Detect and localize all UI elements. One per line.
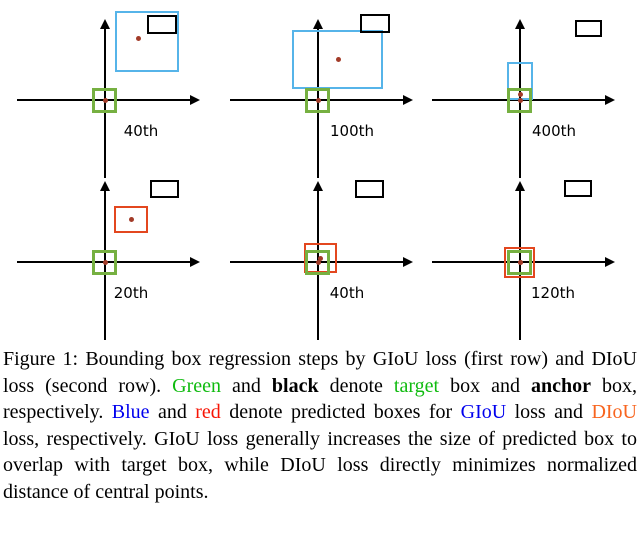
- target-center-dot: [315, 97, 321, 103]
- iteration-label: 100th: [329, 122, 375, 140]
- predicted-box-diou: [504, 247, 535, 278]
- y-axis-arrow-icon: [100, 181, 110, 191]
- caption-segment-green: Green: [172, 374, 221, 397]
- y-axis-arrow-icon: [515, 181, 525, 191]
- y-axis-arrow-icon: [313, 181, 323, 191]
- caption-segment-red: red: [195, 401, 221, 424]
- caption-segment-plain: box and: [439, 374, 531, 397]
- predicted-box-diou: [114, 206, 148, 233]
- anchor-box: [355, 180, 384, 198]
- target-box: [305, 250, 330, 275]
- anchor-box: [150, 180, 179, 198]
- caption-segment-blue: Blue: [111, 401, 150, 424]
- target-box: [305, 88, 330, 113]
- figure-panels-canvas: 40th 100th 400th 20th 40th 120th: [17, 11, 615, 340]
- y-axis-arrow-icon: [313, 19, 323, 29]
- iteration-label: 40th: [123, 122, 159, 140]
- y-axis-line: [317, 190, 319, 340]
- y-axis-line: [519, 28, 521, 178]
- predicted-center-dot: [335, 56, 341, 62]
- anchor-box: [564, 180, 592, 197]
- target-center-dot: [517, 97, 523, 103]
- target-center-dot: [315, 259, 321, 265]
- y-axis-arrow-icon: [100, 19, 110, 29]
- y-axis-line: [317, 28, 319, 178]
- caption-segment-plain: Figure 1: Bounding box regression steps …: [3, 348, 637, 397]
- caption-segment-plain: box, respectively.: [3, 374, 637, 424]
- x-axis-arrow-icon: [605, 95, 615, 105]
- x-axis-arrow-icon: [190, 257, 200, 267]
- y-axis-line: [104, 28, 106, 178]
- caption-segment-blue: GIoU: [460, 401, 507, 424]
- caption-segment-orange: DIoU: [591, 401, 637, 424]
- y-axis-line: [519, 190, 521, 340]
- predicted-center-dot: [135, 35, 141, 41]
- caption-segment-bold: black: [271, 374, 319, 397]
- anchor-box: [147, 15, 177, 34]
- x-axis-arrow-icon: [403, 95, 413, 105]
- iteration-label: 400th: [531, 122, 577, 140]
- target-box: [507, 250, 532, 275]
- predicted-center-dot: [317, 255, 323, 261]
- caption-segment-plain: denote: [318, 374, 394, 397]
- caption-segment-bold: anchor: [530, 374, 591, 397]
- caption-segment-plain: loss and: [506, 401, 592, 424]
- figure-caption: Figure 1: Bounding box regression steps …: [3, 346, 637, 506]
- target-box: [92, 88, 117, 113]
- predicted-center-dot: [517, 259, 523, 265]
- predicted-box-giou: [292, 30, 383, 89]
- predicted-box-giou: [115, 11, 179, 72]
- iteration-label: 40th: [329, 284, 365, 302]
- predicted-center-dot: [517, 91, 523, 97]
- x-axis-arrow-icon: [190, 95, 200, 105]
- target-center-dot: [102, 97, 108, 103]
- caption-segment-green: target: [393, 374, 440, 397]
- caption-segment-plain: loss, respectively. GIoU loss generally …: [3, 427, 637, 503]
- target-box: [507, 88, 532, 113]
- predicted-center-dot: [128, 216, 134, 222]
- x-axis-arrow-icon: [403, 257, 413, 267]
- iteration-label: 20th: [113, 284, 149, 302]
- target-center-dot: [102, 259, 108, 265]
- iteration-label: 120th: [530, 284, 576, 302]
- target-box: [92, 250, 117, 275]
- anchor-box: [575, 20, 602, 37]
- anchor-box: [360, 14, 390, 33]
- y-axis-arrow-icon: [515, 19, 525, 29]
- x-axis-arrow-icon: [605, 257, 615, 267]
- caption-segment-plain: and: [149, 401, 196, 424]
- caption-segment-plain: and: [220, 374, 272, 397]
- caption-segment-plain: denote predicted boxes for: [220, 401, 461, 424]
- y-axis-line: [104, 190, 106, 340]
